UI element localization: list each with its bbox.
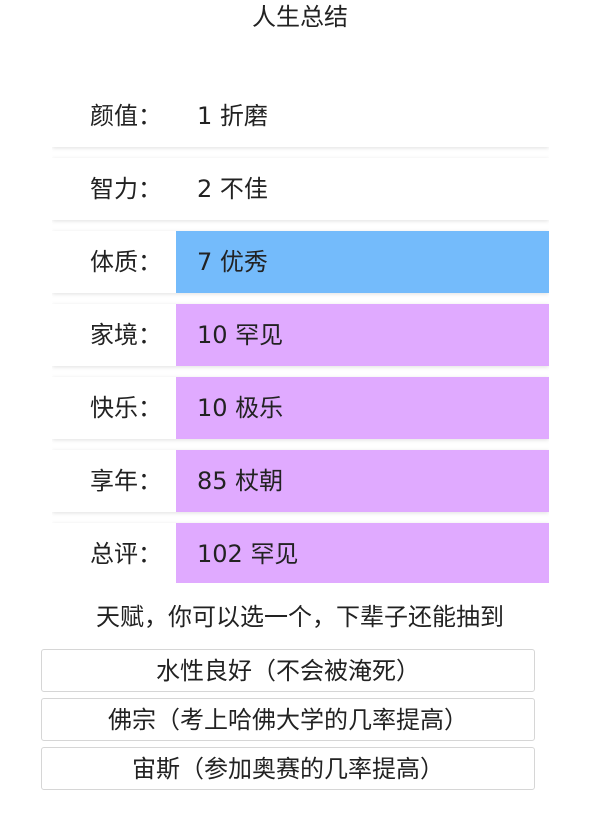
stat-row: 智力： 2 不佳	[52, 158, 549, 220]
stat-value: 85 杖朝	[176, 450, 549, 512]
stat-row: 享年： 85 杖朝	[52, 450, 549, 512]
stat-value: 1 折磨	[176, 85, 549, 147]
stat-row: 快乐： 10 极乐	[52, 377, 549, 439]
stat-value: 7 优秀	[176, 231, 549, 293]
stat-value: 10 极乐	[176, 377, 549, 439]
stat-label: 享年：	[90, 467, 162, 495]
stat-label: 总评：	[90, 540, 162, 568]
talent-prompt: 天赋，你可以选一个，下辈子还能抽到	[96, 603, 504, 631]
page-title: 人生总结	[252, 3, 348, 31]
stat-value: 10 罕见	[176, 304, 549, 366]
stat-value: 2 不佳	[176, 158, 549, 220]
stat-row: 总评： 102 罕见	[52, 523, 549, 583]
stat-row: 颜值： 1 折磨	[52, 85, 549, 147]
stat-label: 体质：	[90, 248, 162, 276]
stats-list: 颜值： 1 折磨 智力： 2 不佳 体质： 7 优秀 家境： 10 罕见 快乐： 10 极乐 享年：…	[52, 85, 549, 583]
stat-label: 快乐：	[90, 394, 162, 422]
stat-row: 家境： 10 罕见	[52, 304, 549, 366]
stat-label: 家境：	[90, 321, 162, 349]
stat-value: 102 罕见	[176, 523, 549, 583]
talent-button[interactable]: 水性良好（不会被淹死）	[41, 649, 535, 692]
talent-button[interactable]: 佛宗（考上哈佛大学的几率提高）	[41, 698, 535, 741]
stat-label: 智力：	[90, 175, 162, 203]
talent-button[interactable]: 宙斯（参加奥赛的几率提高）	[41, 747, 535, 790]
stat-row: 体质： 7 优秀	[52, 231, 549, 293]
stat-label: 颜值：	[90, 102, 162, 130]
